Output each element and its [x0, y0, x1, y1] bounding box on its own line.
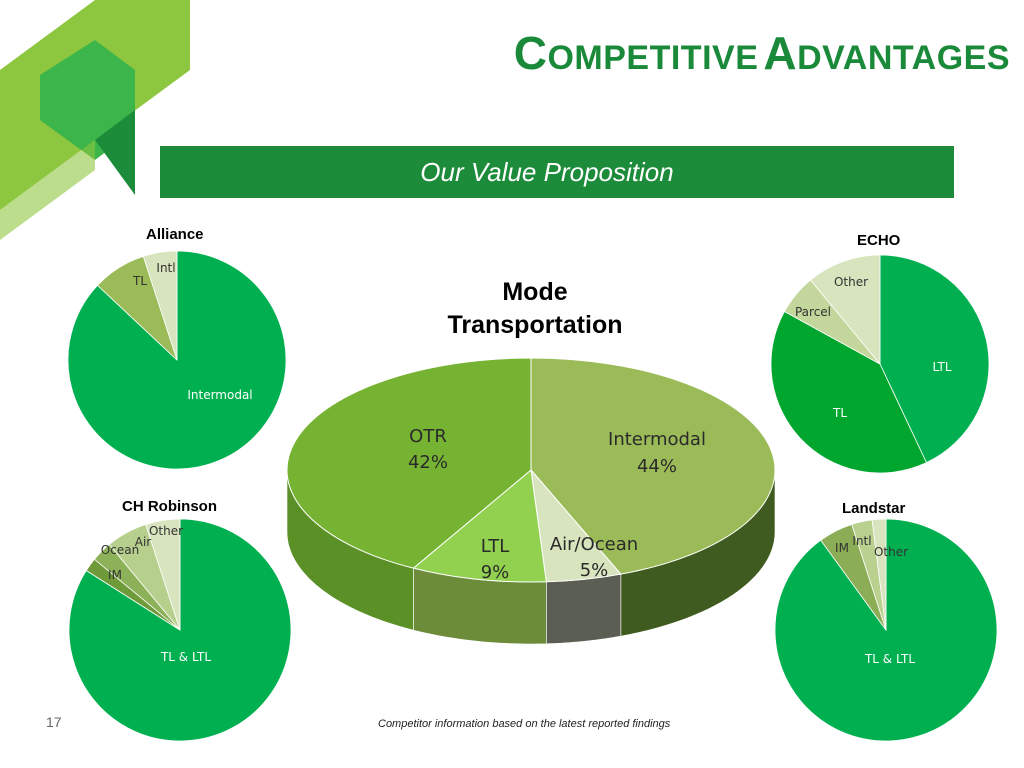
- mode-chart-title: Mode Transportation: [420, 276, 650, 342]
- landstar-label-im: IM: [835, 541, 849, 555]
- ch-robinson-slices: [68, 518, 292, 742]
- value-proposition-text: Our Value Proposition: [420, 156, 674, 187]
- alliance-label-intl: Intl: [156, 261, 175, 275]
- landstar-label-tl-ltl: TL & LTL: [864, 652, 915, 666]
- title-word-2: DVANTAGES: [797, 39, 1010, 77]
- mode-pie-slice-ltl: [412, 469, 547, 583]
- mode-pie-side-air-ocean: [546, 573, 622, 645]
- mode-pie-slice-otr: [286, 357, 532, 569]
- alliance-label-tl: TL: [132, 274, 147, 288]
- title-initial-1: C: [513, 27, 548, 79]
- mode-label-otr: OTR: [409, 426, 447, 447]
- title-word-1: OMPETITIVE: [547, 39, 759, 77]
- echo-label-ltl: LTL: [932, 360, 951, 374]
- ch-robinson-label-other: Other: [149, 524, 183, 538]
- alliance-slices: [67, 250, 287, 470]
- value-proposition-banner: Our Value Proposition: [160, 146, 954, 198]
- chart-title-landstar: Landstar: [842, 500, 906, 517]
- echo-slices: [770, 254, 990, 474]
- echo-slice-ltl: [879, 254, 990, 464]
- alliance-label-intermodal: Intermodal: [187, 388, 252, 402]
- echo-slice-other: [809, 254, 881, 366]
- mode-pie-sides: [286, 469, 776, 645]
- ch-robinson-label-ocean: Ocean: [101, 543, 139, 557]
- mode-label-ltl: LTL: [481, 536, 510, 557]
- ch-robinson-label-air: Air: [135, 535, 152, 549]
- alliance-slice-intl: [142, 250, 178, 361]
- mode-pie-top: [286, 357, 776, 583]
- echo-slice-tl: [770, 310, 927, 474]
- mode-title-line2: Transportation: [447, 311, 623, 339]
- chart-title-alliance: Alliance: [146, 226, 204, 243]
- mode-label-intermodal: Intermodal: [608, 429, 706, 450]
- echo-label-parcel: Parcel: [795, 305, 831, 319]
- echo-label-other: Other: [834, 275, 868, 289]
- mode-pie-slice-intermodal: [530, 357, 776, 575]
- mode-title-line1: Mode: [502, 278, 568, 306]
- footnote: Competitor information based on the late…: [378, 718, 671, 730]
- landstar-label-intl: Intl: [852, 534, 871, 548]
- landstar-slice-other: [871, 518, 887, 631]
- mode-value-otr: 42%: [408, 452, 448, 473]
- landstar-label-other: Other: [874, 545, 908, 559]
- title-initial-2: A: [763, 27, 798, 79]
- landstar-slices: [774, 518, 998, 742]
- ch-robinson-slice-other: [145, 518, 181, 631]
- page-number: 17: [46, 714, 62, 730]
- mode-value-intermodal: 44%: [637, 456, 677, 477]
- mode-value-air-ocean: 5%: [580, 560, 609, 581]
- ch-robinson-label-tl-ltl: TL & LTL: [160, 650, 211, 664]
- echo-label-tl: TL: [832, 406, 847, 420]
- chart-title-ch-robinson: CH Robinson: [122, 498, 217, 515]
- slide-title: COMPETITIVE ADVANTAGES: [514, 26, 1010, 80]
- chart-title-echo: ECHO: [857, 232, 901, 249]
- ch-robinson-label-im: IM: [108, 568, 122, 582]
- mode-label-air-ocean: Air/Ocean: [550, 534, 638, 555]
- mode-value-ltl: 9%: [481, 562, 510, 583]
- company-logo: [0, 0, 190, 240]
